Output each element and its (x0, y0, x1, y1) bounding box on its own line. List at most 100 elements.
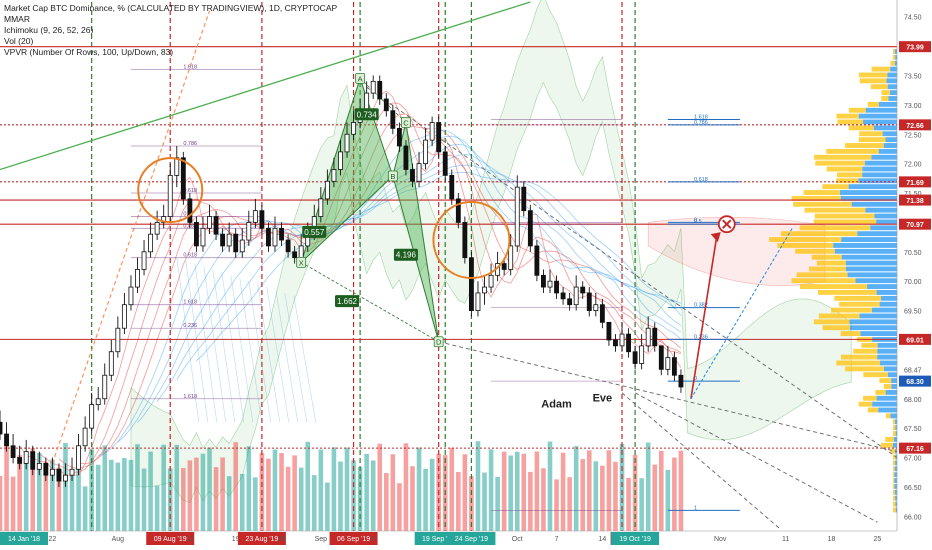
orange-circle (432, 201, 511, 280)
candle-body (410, 169, 415, 182)
y-tick-label: 67.50 (904, 426, 922, 433)
vp-bar-sell (875, 389, 886, 395)
volume-bar (36, 453, 42, 531)
vp-bar-buy (895, 425, 897, 431)
candle-body (102, 374, 108, 400)
vp-bar-buy (892, 442, 897, 448)
legend-indicator-vpvr[interactable]: VPVR (Number Of Rows, 100, Up/Down, 83) (4, 47, 174, 57)
legend-indicator-volume[interactable]: Vol (20) (4, 36, 34, 46)
volume-bar (135, 444, 140, 531)
candle (429, 116, 435, 147)
candle-body (272, 227, 278, 247)
vp-bar-buy (894, 483, 897, 489)
y-tick-label: 73.00 (904, 103, 922, 110)
x-tick: Aug (112, 536, 125, 543)
fib-label: 0.236 (183, 323, 197, 329)
x-tick: 14 Jan '18 (0, 532, 48, 545)
vp-bar-buy (877, 342, 897, 348)
candle-body (462, 222, 468, 259)
candle-body (148, 233, 154, 253)
candle (626, 328, 631, 358)
vp-bar-sell (769, 237, 842, 242)
candle-body (239, 239, 245, 253)
volume-bar (521, 453, 527, 531)
x-tick: 12 (186, 536, 194, 543)
candle-body (4, 433, 9, 447)
volume-bar (429, 458, 435, 531)
volume-bar (541, 468, 546, 531)
vp-bar-sell (848, 125, 874, 131)
volume-bar (528, 471, 533, 531)
candle (449, 169, 455, 205)
volume-bar (586, 450, 592, 531)
candle-body (220, 233, 226, 247)
vp-bar-sell (845, 366, 885, 372)
red-arrow-line (690, 236, 718, 399)
candle (351, 110, 356, 141)
vp-bar-sell (845, 143, 884, 148)
blue-dashed-arrow (690, 228, 793, 400)
price-label: 69.01 (899, 333, 931, 345)
target-x (722, 219, 732, 229)
pattern-ratio-label: 1.662 (335, 295, 360, 308)
volume-bar (672, 457, 677, 531)
candle-body (252, 210, 258, 223)
candle-body (128, 286, 134, 306)
volume-bar (659, 450, 664, 531)
fib-label: 0.382 (694, 303, 708, 309)
legend-indicator-ichimoku[interactable]: Ichimoku (9, 26, 52, 26) (4, 25, 94, 35)
y-tick-label: 66.50 (904, 485, 922, 492)
fib-label: 1.618 (183, 394, 197, 400)
vp-bar-sell (858, 401, 873, 407)
candle (580, 281, 586, 299)
vp-bar-sell (858, 137, 886, 143)
vp-bar-sell (893, 454, 896, 460)
candle (436, 116, 442, 158)
moving-average-line (58, 113, 682, 470)
vp-bar-buy (851, 201, 897, 207)
volume-bar (109, 459, 114, 531)
vp-bar-buy (845, 266, 897, 272)
candle-body (121, 304, 127, 329)
candle-body (599, 304, 605, 323)
vp-bar-sell (836, 113, 859, 119)
vp-bar-sell (871, 66, 891, 72)
x-tick-label: 25 (873, 536, 881, 543)
price-label-box (899, 41, 931, 53)
vp-bar-sell (796, 272, 848, 278)
candle (606, 321, 612, 346)
vp-bar-sell (893, 501, 896, 507)
volume-bar (325, 482, 330, 531)
candle (285, 234, 291, 258)
price-label-text: 71.69 (906, 180, 924, 187)
price-label-text: 73.99 (906, 45, 924, 52)
candle (36, 451, 42, 476)
candle-body (626, 333, 631, 353)
candle-body (292, 251, 298, 259)
volume-bar (600, 465, 605, 531)
hatch-line (230, 275, 254, 423)
candle (338, 140, 343, 176)
legend-indicator-mmar[interactable]: MMAR (4, 14, 30, 24)
candle (272, 216, 278, 252)
pattern-point-text: B (390, 172, 395, 181)
candle-body (403, 145, 409, 170)
volume-bar (292, 455, 297, 531)
y-tick-label: 67.00 (904, 456, 922, 463)
candle-body (619, 333, 625, 347)
x-tick: 7 (555, 536, 559, 543)
x-tick: 22 (48, 536, 56, 543)
vp-bar-sell (804, 207, 866, 213)
candle-body (324, 180, 330, 200)
candle (63, 463, 68, 487)
vp-bar-buy (893, 436, 897, 442)
x-tick-label: 24 Sep '19 (455, 536, 488, 543)
fib-label: 0.618 (694, 177, 708, 183)
volume-bar (4, 443, 9, 531)
moving-average-line (78, 125, 682, 465)
volume-bar (200, 453, 206, 531)
candle-body (36, 463, 42, 470)
volume-bar (351, 460, 356, 531)
